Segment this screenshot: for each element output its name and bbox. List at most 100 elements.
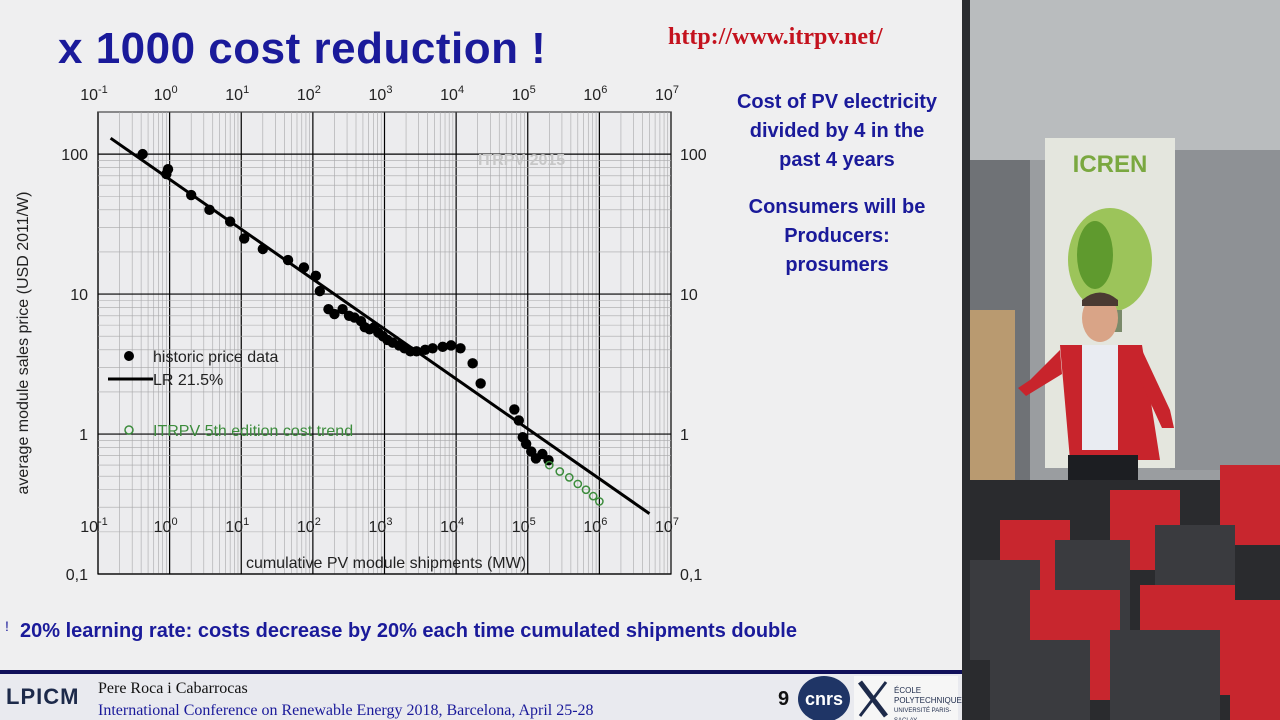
historic-price-point bbox=[282, 254, 294, 266]
x-tick-label-top: 107 bbox=[655, 84, 679, 104]
x-tick-label-bottom: 104 bbox=[440, 516, 464, 536]
poly-text-line: POLYTECHNIQUE bbox=[894, 696, 962, 705]
y-axis-right-ticks: 100 10 1 0,1 bbox=[680, 147, 707, 584]
x-tick-label-bottom: 106 bbox=[583, 516, 607, 536]
chart-legend: historic price data LR 21.5% ITRPV 5th e… bbox=[108, 349, 353, 440]
x-tick-label-top: 105 bbox=[512, 84, 536, 104]
historic-price-point bbox=[185, 189, 197, 201]
itrpv-trend-point bbox=[564, 473, 574, 482]
historic-price-point bbox=[257, 243, 269, 255]
y-tick-label-right: 1 bbox=[680, 427, 689, 444]
historic-price-point bbox=[427, 343, 438, 354]
poly-text-line: UNIVERSITÉ PARIS-SACLAY bbox=[894, 708, 952, 720]
speaker-photo: ICREN bbox=[970, 0, 1280, 720]
bullet-mark: ! bbox=[5, 618, 9, 634]
auditorium-seats bbox=[970, 465, 1280, 720]
historic-price-point bbox=[204, 204, 215, 216]
page-number: 9 bbox=[778, 688, 790, 710]
historic-price-point bbox=[337, 303, 348, 315]
footer-author: Pere Roca i Cabarrocas bbox=[98, 680, 248, 697]
x-tick-label-bottom: 101 bbox=[225, 516, 249, 536]
y-tick-label-right: 10 bbox=[680, 287, 698, 304]
historic-price-point bbox=[314, 285, 326, 297]
cnrs-logo: cnrs bbox=[798, 676, 850, 720]
itrpv-trend-point bbox=[581, 485, 591, 495]
legend-label-itrpv: ITRPV 5th edition cost trend bbox=[153, 423, 353, 440]
y-tick-label-left: 10 bbox=[70, 287, 88, 304]
polytechnique-x-icon bbox=[858, 680, 888, 718]
slide-title: x 1000 cost reduction ! bbox=[58, 24, 547, 73]
side-text-line: Cost of PV electricity bbox=[736, 91, 938, 113]
x-tick-label-bottom: 100 bbox=[154, 516, 178, 536]
side-text-line: Producers: bbox=[784, 225, 890, 247]
x-tick-label-bottom: 10-1 bbox=[80, 516, 108, 536]
learning-rate-conclusion: 20% learning rate: costs decrease by 20%… bbox=[20, 620, 797, 642]
itrpv-trend-point bbox=[573, 479, 583, 489]
x-tick-label-bottom: 105 bbox=[512, 516, 536, 536]
y-tick-label-right: 100 bbox=[680, 147, 707, 164]
historic-price-point bbox=[310, 270, 322, 282]
historic-price-point bbox=[137, 148, 148, 160]
historic-price-point bbox=[520, 438, 532, 450]
historic-price-point bbox=[411, 346, 422, 357]
slide-footer: LPICM Pere Roca i Cabarrocas Internation… bbox=[0, 670, 962, 720]
legend-marker-historic bbox=[124, 351, 134, 361]
y-axis-title: average module sales price (USD 2011/W) bbox=[15, 192, 32, 495]
x-axis-bottom-ticks: 10-1 100 101 102 103 104 105 106 107 bbox=[80, 516, 679, 536]
historic-price-point bbox=[298, 262, 310, 273]
x-tick-label-top: 10-1 bbox=[80, 84, 108, 104]
itrpv-link[interactable]: http://www.itrpv.net/ bbox=[668, 24, 883, 50]
historic-price-point bbox=[445, 340, 457, 351]
polytechnique-logo-text: ÉCOLE POLYTECHNIQUE UNIVERSITÉ PARIS-SAC… bbox=[894, 686, 962, 720]
side-text-line: Consumers will be bbox=[748, 196, 926, 218]
itrpv-trend-point bbox=[555, 467, 565, 476]
pv-electricity-cost-note: Cost of PV electricity divided by 4 in t… bbox=[712, 88, 962, 175]
historic-price-point bbox=[239, 233, 250, 244]
y-tick-label-right: 0,1 bbox=[680, 567, 702, 584]
itrpv-watermark: ITRPV 2015 bbox=[478, 152, 565, 169]
lr-trend-line-segment bbox=[109, 136, 651, 515]
legend-marker-itrpv bbox=[124, 425, 134, 435]
frame-divider bbox=[962, 0, 970, 720]
x-tick-label-top: 103 bbox=[369, 84, 393, 104]
chart-grid bbox=[97, 111, 671, 575]
itrpv-trend-points bbox=[544, 460, 604, 506]
itrpv-trend-point bbox=[588, 491, 598, 501]
historic-price-point bbox=[509, 404, 520, 415]
lr-trend-line bbox=[109, 136, 651, 515]
x-tick-label-top: 100 bbox=[154, 84, 178, 104]
x-axis-top-ticks: 10-1 100 101 102 103 104 105 106 107 bbox=[80, 84, 679, 104]
itrpv-trend-point bbox=[544, 460, 554, 470]
y-axis-left-ticks: 100 10 1 0,1 bbox=[61, 147, 88, 584]
historic-price-points bbox=[137, 148, 554, 466]
itrpv-trend-point bbox=[595, 497, 604, 506]
x-tick-label-top: 101 bbox=[225, 84, 249, 104]
side-text-line: past 4 years bbox=[779, 149, 895, 171]
historic-price-point bbox=[475, 378, 486, 389]
lecture-hall-scene: ICREN bbox=[970, 0, 1280, 720]
x-tick-label-top: 102 bbox=[297, 84, 321, 104]
x-tick-label-bottom: 107 bbox=[655, 516, 679, 536]
x-axis-title: cumulative PV module shipments (MW) bbox=[246, 555, 526, 572]
historic-price-point bbox=[161, 168, 172, 180]
historic-price-point bbox=[513, 415, 525, 426]
banner-title: ICREN bbox=[1073, 151, 1148, 178]
x-tick-label-bottom: 102 bbox=[297, 516, 321, 536]
legend-label-historic: historic price data bbox=[153, 349, 278, 366]
historic-price-point bbox=[467, 358, 478, 369]
side-text-line: prosumers bbox=[785, 254, 889, 276]
y-tick-label-left: 0,1 bbox=[66, 567, 88, 584]
polytechnique-logo: ÉCOLE POLYTECHNIQUE UNIVERSITÉ PARIS-SAC… bbox=[854, 676, 962, 720]
footer-conference: International Conference on Renewable En… bbox=[98, 702, 594, 719]
y-tick-label-left: 1 bbox=[79, 427, 88, 444]
learning-curve-chart: ITRPV 2015 10-1 100 101 102 103 104 105 106 107 … bbox=[15, 84, 707, 584]
x-tick-label-bottom: 103 bbox=[369, 516, 393, 536]
historic-price-point bbox=[224, 216, 236, 227]
presentation-slide: x 1000 cost reduction ! http://www.itrpv… bbox=[0, 0, 962, 720]
y-tick-label-left: 100 bbox=[61, 147, 88, 164]
prosumers-note: Consumers will be Producers: prosumers bbox=[712, 193, 962, 280]
side-text-line: divided by 4 in the bbox=[749, 120, 925, 142]
lpicm-logo: LPICM bbox=[6, 684, 80, 709]
poly-text-line: ÉCOLE bbox=[894, 686, 922, 695]
legend-label-lr: LR 21.5% bbox=[153, 372, 223, 389]
